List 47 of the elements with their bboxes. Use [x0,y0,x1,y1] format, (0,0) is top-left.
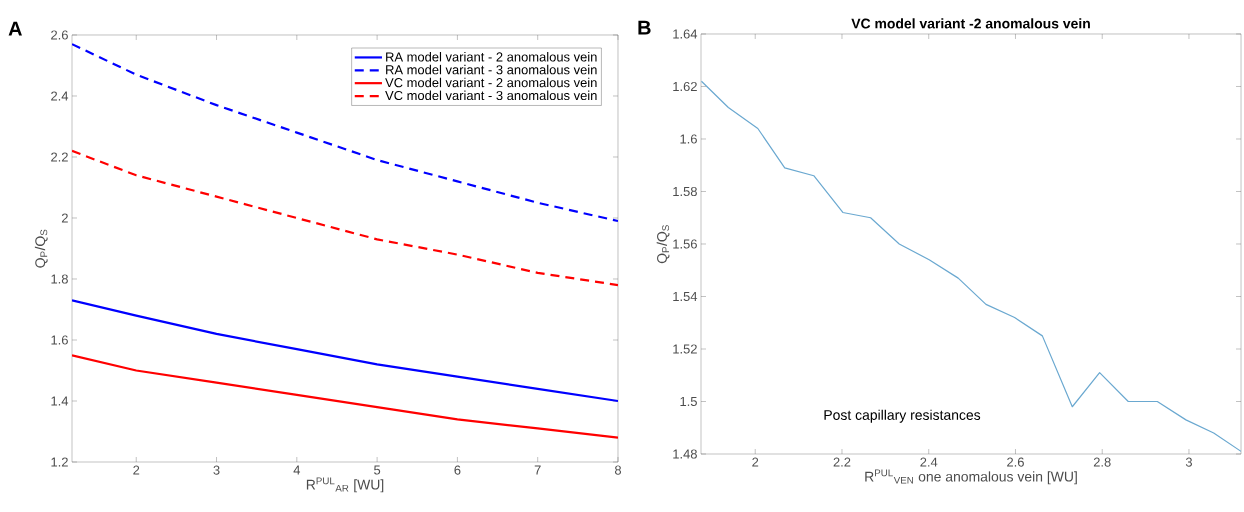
x-tick-label: 2 [752,457,759,467]
x-tick-label: 5 [374,465,381,475]
y-tick-label: 2.6 [51,30,68,40]
x-tick-label: 4 [293,465,301,475]
x-axis-title: R$^{PUL}$$_{VEN}$ one anomalous vein [WU] [865,469,1077,485]
x-tick-label: 3 [213,465,220,475]
line-series [72,149,618,287]
x-axis-title: R$^{PUL}$$_{AR}$ [WU] [306,477,384,493]
x-tick-label: 2.4 [920,457,938,467]
y-tick-label: 1.8 [51,274,68,284]
y-tick-label: 2.2 [51,152,68,162]
y-tick-label: 1.64 [673,29,698,39]
x-tick-label: 7 [534,465,541,475]
legend-label: VC model variant - 2 anomalous vein [385,77,597,88]
x-tick-label: 6 [454,465,461,475]
line-series [72,43,618,223]
line-series [72,299,618,403]
x-tick-label: 2 [133,465,140,475]
y-tick-label: 1.58 [673,186,697,197]
text: B [638,20,651,35]
y-tick-label: 2.4 [51,91,69,101]
y-tick-label: 1.56 [673,239,697,249]
y-tick-label: 1.4 [51,396,69,406]
x-tick-label: 2.8 [1093,457,1111,467]
line-series [72,354,618,439]
legend-label: RA model variant - 2 anomalous vein [386,51,597,62]
text: A [8,21,22,36]
legend-label: VC model variant - 3 anomalous vein [385,90,597,101]
chart-title: VC model variant -2 anomalous vein [851,18,1090,29]
y-tick-label: 1.62 [673,81,697,92]
x-tick-label: 3 [1185,457,1192,467]
line-series [701,80,1242,452]
y-tick-label: 1.6 [680,134,697,144]
x-tick-label: 8 [614,465,622,475]
y-tick-label: 1.6 [51,335,68,345]
y-tick-label: 1.48 [673,449,697,459]
y-tick-label: 1.52 [673,344,697,354]
y-tick-label: 1.2 [51,457,68,467]
y-axis-title: Q$_{P}$/Q$_{S}$ [656,225,670,264]
y-tick-label: 2 [61,213,68,223]
y-tick-label: 1.54 [673,291,698,302]
x-tick-label: 2.2 [833,457,851,467]
y-axis-title: Q$_{P}$/Q$_{S}$ [34,229,48,268]
y-tick-label: 1.5 [680,396,697,407]
x-tick-label: 2.6 [1007,457,1024,467]
legend-label: RA model variant - 3 anomalous vein [386,64,597,75]
annotation: Post capillary resistances [824,409,981,423]
